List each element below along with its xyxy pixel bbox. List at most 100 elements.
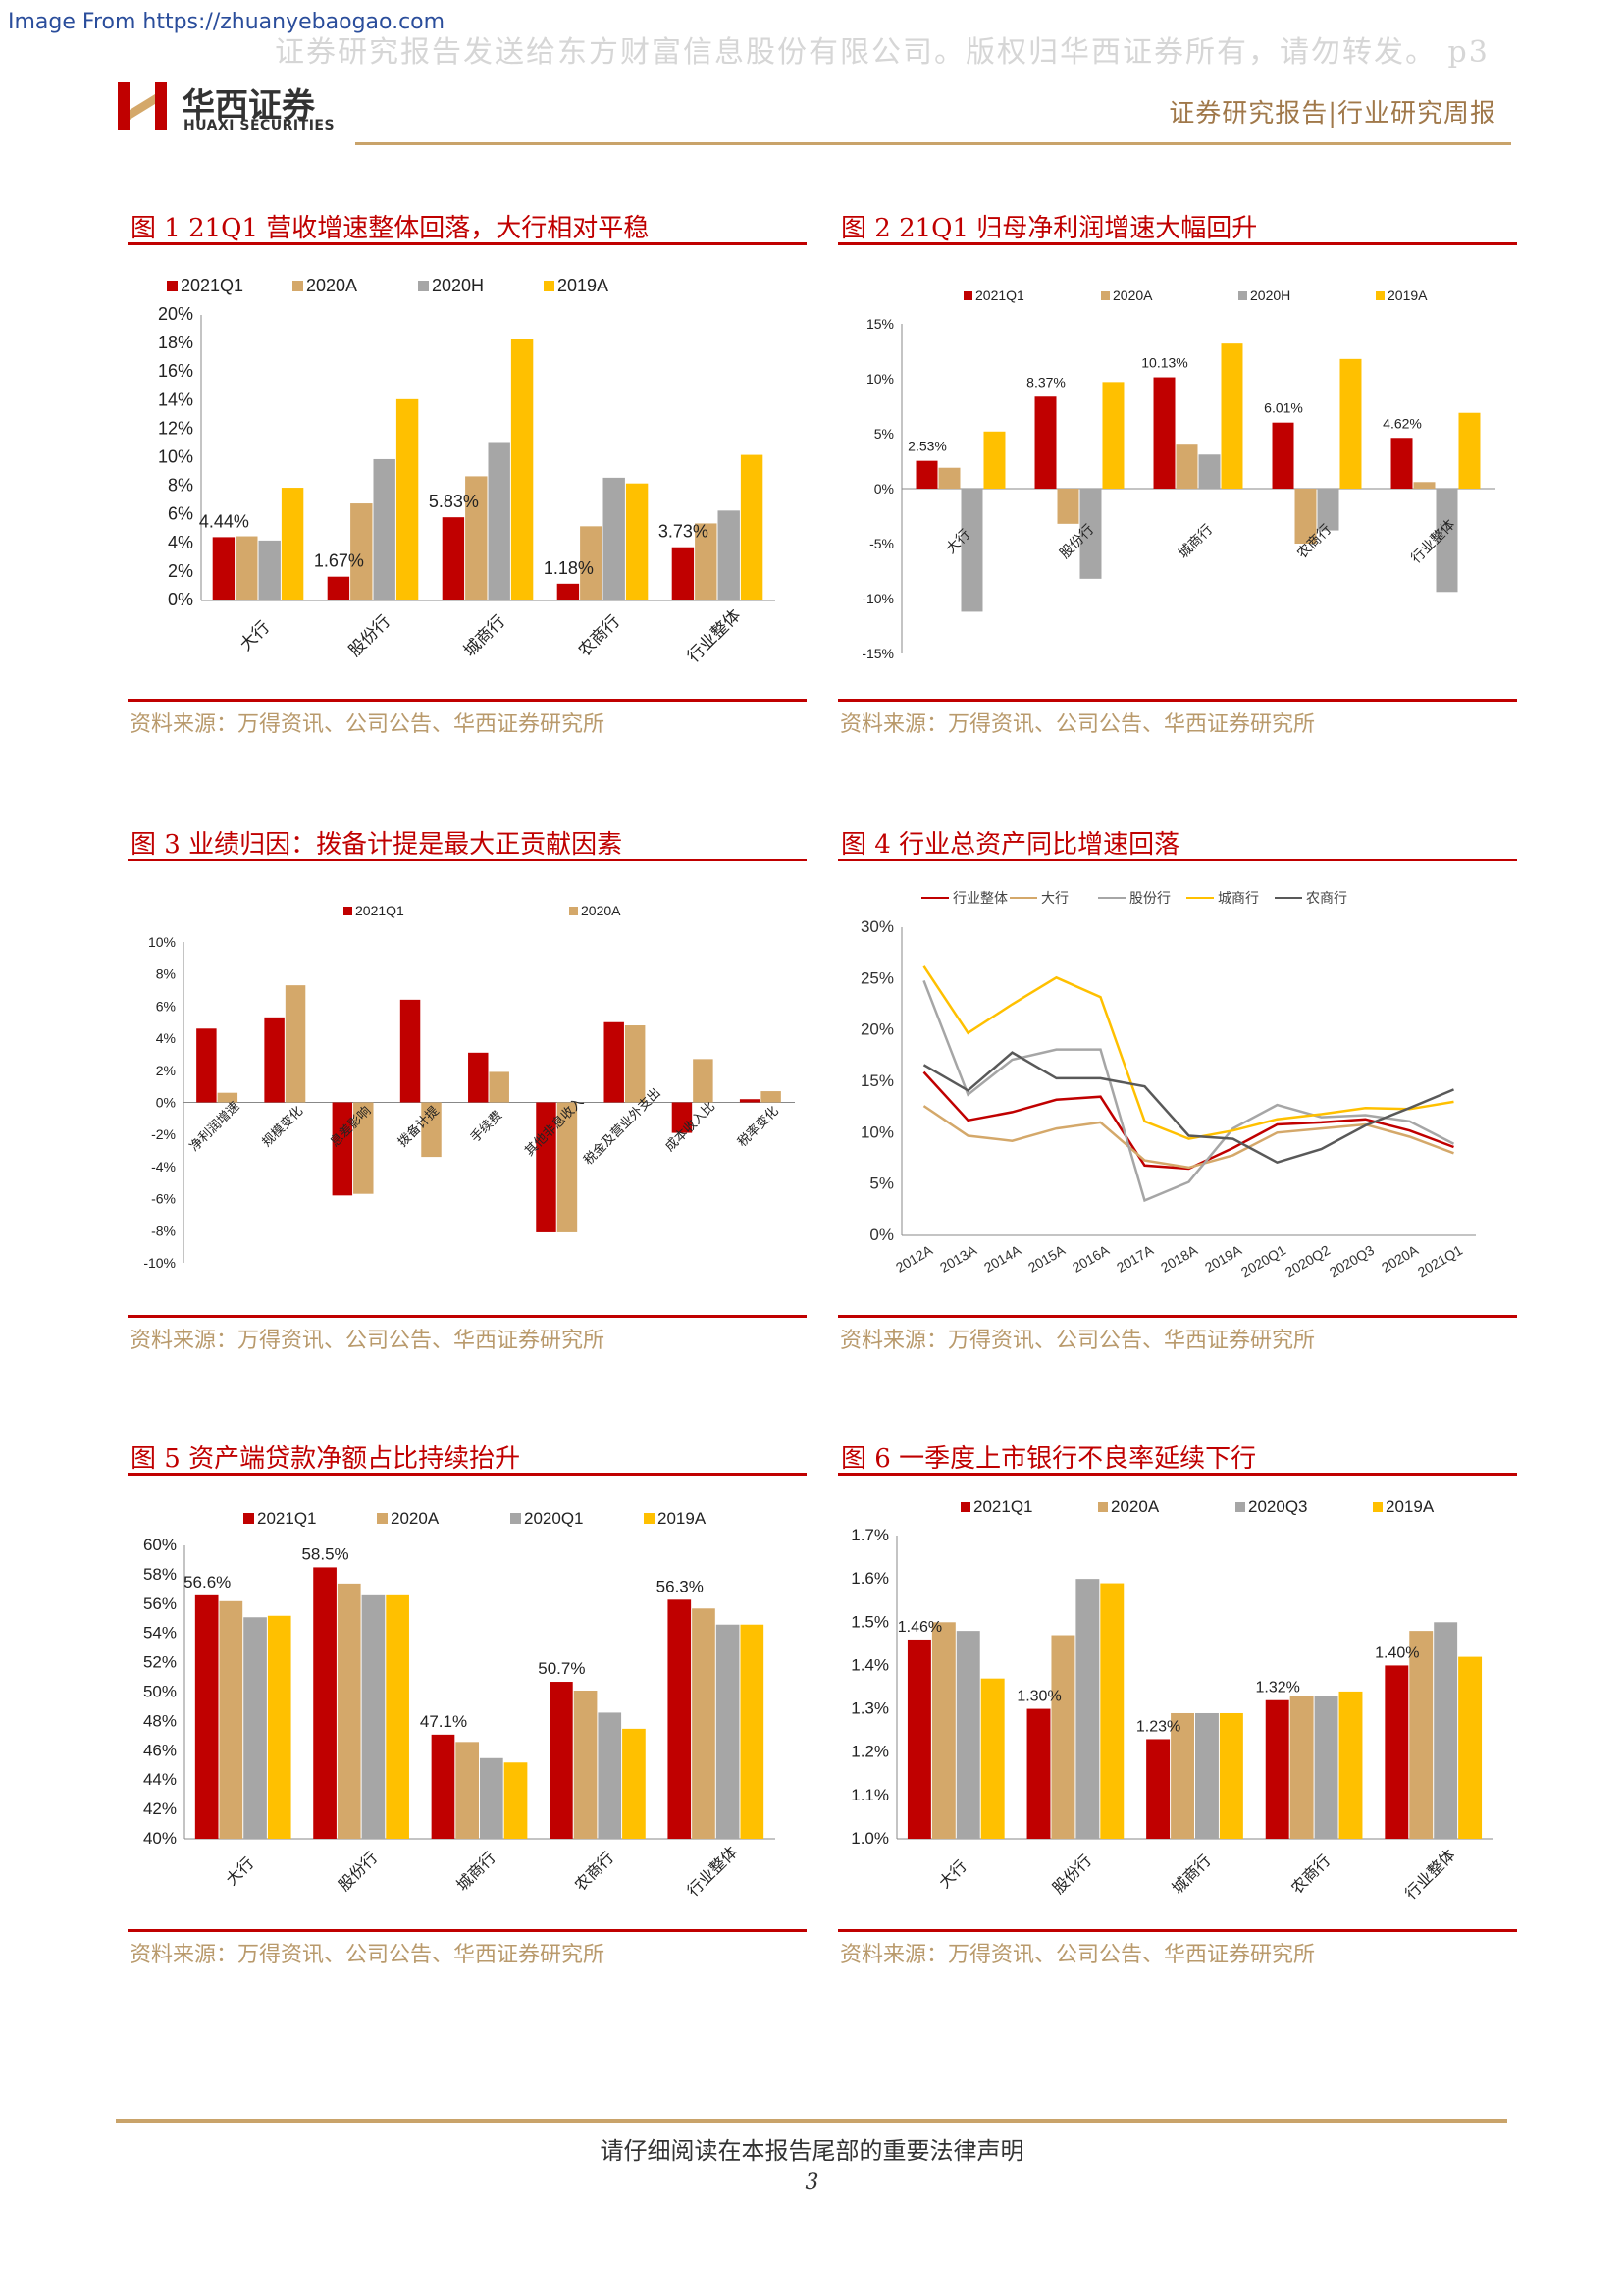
bar — [395, 398, 419, 600]
bar — [350, 503, 373, 600]
data-label: 6.01% — [1264, 400, 1303, 416]
y-tick-label: 52% — [143, 1653, 177, 1672]
legend-label: 2019A — [657, 1509, 707, 1528]
legend-label: 2021Q1 — [181, 276, 243, 295]
y-tick-label: 1.5% — [851, 1612, 889, 1631]
watermark-text: 证券研究报告发送给东方财富信息股份有限公司。版权归华西证券所有，请勿转发。 p3 — [275, 35, 1490, 70]
bar — [715, 1624, 740, 1839]
legend-swatch — [377, 1513, 388, 1524]
data-label: 1.30% — [1017, 1689, 1061, 1705]
bar — [760, 1091, 781, 1103]
footer-divider — [116, 2119, 1507, 2123]
y-tick-label: 48% — [143, 1711, 177, 1730]
x-tick-label: 2020Q3 — [1327, 1242, 1377, 1280]
figure-1-source: 资料来源：万得资讯、公司公告、华西证券研究所 — [130, 712, 605, 737]
legend-label: 2020A — [1113, 287, 1153, 303]
y-tick-label: 10% — [158, 447, 193, 467]
bar — [219, 1600, 243, 1839]
bar — [503, 1762, 528, 1839]
bar — [1314, 1696, 1338, 1839]
y-tick-label: 0% — [156, 1095, 176, 1111]
legend-label: 2019A — [1386, 1497, 1435, 1516]
bar — [488, 442, 510, 600]
data-label: 47.1% — [420, 1712, 467, 1731]
legend-swatch — [961, 1502, 970, 1512]
bar — [431, 1734, 455, 1839]
x-tick-label: 2019A — [1202, 1241, 1245, 1275]
bar — [1100, 1583, 1125, 1839]
y-tick-label: 25% — [861, 968, 894, 987]
bar — [1171, 1712, 1194, 1839]
series-line — [922, 979, 1455, 1203]
y-tick-label: 58% — [143, 1565, 177, 1584]
bar — [1102, 382, 1125, 489]
bar — [692, 1608, 715, 1839]
y-tick-label: 18% — [158, 333, 193, 352]
bar — [217, 1092, 238, 1103]
data-label: 1.67% — [314, 551, 364, 571]
bar — [573, 1691, 598, 1839]
data-label: 56.6% — [183, 1573, 231, 1592]
figure-2-chart: 2021Q1 2020A 2020H 2019A -15% -10% -5% 0% 5% 10% 1… — [862, 287, 1495, 661]
category-label: 农商行 — [1287, 1851, 1334, 1897]
y-tick-label: 10% — [861, 1122, 894, 1141]
category-label: 股份行 — [335, 1848, 381, 1894]
bar — [1153, 377, 1176, 489]
y-tick-label: 56% — [143, 1594, 177, 1613]
y-tick-label: 15% — [866, 316, 894, 332]
x-tick-label: 2012A — [893, 1241, 936, 1275]
y-tick-label: 20% — [158, 304, 193, 324]
category-label: 农商行 — [575, 611, 624, 660]
bar — [671, 1102, 693, 1133]
legend-swatch — [1373, 1502, 1383, 1512]
bar — [1026, 1708, 1051, 1839]
legend-label: 2020A — [306, 276, 357, 295]
legend-swatch — [510, 1513, 521, 1524]
figure-5-rule — [128, 1473, 807, 1476]
huaxi-logo-icon — [116, 77, 173, 137]
category-label: 税率变化 — [735, 1103, 782, 1150]
source-url[interactable]: Image From https://zhuanyebaogao.com — [8, 10, 445, 34]
y-tick-label: 42% — [143, 1800, 177, 1818]
bar — [740, 1624, 764, 1839]
y-tick-label: 12% — [158, 418, 193, 438]
data-label: 1.23% — [1136, 1718, 1180, 1735]
data-label: 10.13% — [1141, 355, 1187, 371]
logo-name: 华西证券 — [182, 86, 315, 126]
bar — [361, 1594, 386, 1839]
legend-swatch — [1101, 291, 1110, 300]
figure-6-chart: 2021Q1 2020A 2020Q3 2019A 1.0% 1.1% 1.2% 1.3% 1.… — [851, 1497, 1493, 1903]
y-tick-label: 16% — [158, 361, 193, 381]
bar — [907, 1639, 931, 1839]
x-tick-label: 2020Q2 — [1283, 1242, 1333, 1280]
bar — [489, 1071, 509, 1103]
bar — [373, 458, 395, 600]
y-tick-label: 4% — [168, 533, 193, 552]
bar — [980, 1678, 1005, 1839]
bar — [243, 1617, 267, 1839]
y-tick-label: 0% — [869, 1226, 894, 1244]
bar — [1198, 454, 1221, 489]
bar — [556, 1102, 578, 1232]
bar — [264, 1017, 285, 1103]
x-tick-label: 2015A — [1025, 1241, 1069, 1275]
bar — [1219, 1712, 1243, 1839]
legend-label: 2020A — [581, 903, 621, 918]
bar — [625, 483, 649, 600]
legend-label: 股份行 — [1129, 891, 1171, 907]
figure-5-bottom-rule — [128, 1929, 807, 1932]
figure-2-rule — [838, 242, 1517, 245]
figure-1-bottom-rule — [128, 699, 807, 702]
bar — [1317, 489, 1339, 531]
y-tick-label: 2% — [156, 1063, 176, 1078]
legend-label: 2020A — [391, 1509, 440, 1528]
legend-label: 2020Q3 — [1248, 1497, 1308, 1516]
bar — [1265, 1699, 1289, 1839]
y-tick-label: 44% — [143, 1770, 177, 1789]
category-label: 净利润增速 — [187, 1099, 243, 1155]
y-tick-label: 0% — [168, 590, 193, 609]
figure-4-rule — [838, 859, 1517, 861]
bar — [739, 1099, 760, 1103]
category-label: 手续费 — [468, 1108, 505, 1145]
